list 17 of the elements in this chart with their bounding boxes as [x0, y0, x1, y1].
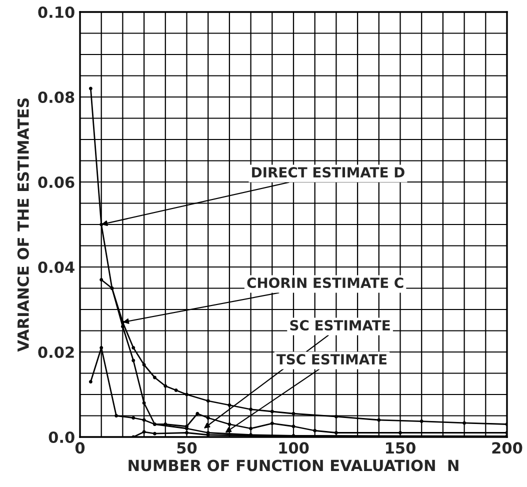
y-tick-label: 0.02	[38, 346, 74, 358]
annotation: SC ESTIMATE	[290, 320, 390, 331]
y-tick-label: 0.0	[48, 431, 74, 444]
annotation: DIRECT ESTIMATE D	[252, 167, 404, 178]
y-tick-label: 0.08	[38, 91, 74, 104]
x-tick-label: 200	[492, 442, 522, 454]
y-tick-label: 0.06	[38, 176, 74, 188]
x-axis-title: NUMBER OF FUNCTION EVALUATION N	[128, 460, 458, 472]
x-tick-label: 50	[177, 442, 197, 454]
x-tick-label: 0	[75, 442, 85, 454]
annotation: TSC ESTIMATE	[276, 354, 386, 365]
y-tick-label: 0.04	[38, 261, 74, 274]
annotation: CHORIN ESTIMATE C	[247, 278, 404, 288]
x-tick-label: 100	[279, 442, 309, 454]
x-tick-label: 150	[386, 442, 416, 454]
y-axis-title: VARIANCE OF THE ESTIMATES	[17, 98, 29, 352]
y-tick-label: 0.10	[38, 6, 74, 18]
